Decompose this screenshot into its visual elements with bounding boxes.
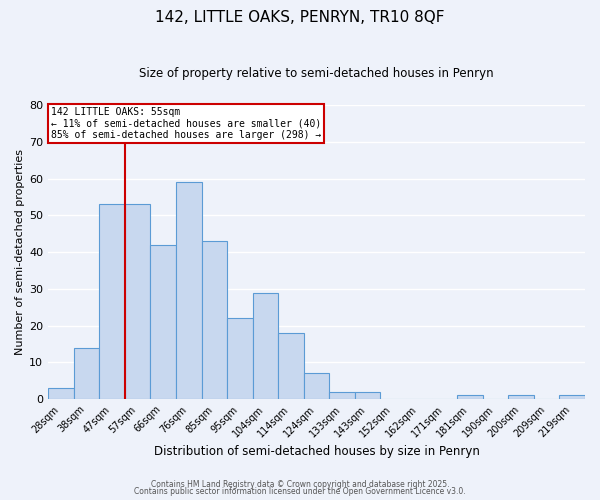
Bar: [227, 318, 253, 399]
Bar: [508, 396, 534, 399]
Text: Contains HM Land Registry data © Crown copyright and database right 2025.: Contains HM Land Registry data © Crown c…: [151, 480, 449, 489]
Bar: [457, 396, 483, 399]
Bar: [151, 245, 176, 399]
Bar: [329, 392, 355, 399]
Y-axis label: Number of semi-detached properties: Number of semi-detached properties: [15, 149, 25, 355]
Bar: [253, 292, 278, 399]
Bar: [304, 374, 329, 399]
Title: Size of property relative to semi-detached houses in Penryn: Size of property relative to semi-detach…: [139, 68, 494, 80]
Text: 142 LITTLE OAKS: 55sqm
← 11% of semi-detached houses are smaller (40)
85% of sem: 142 LITTLE OAKS: 55sqm ← 11% of semi-det…: [51, 107, 321, 140]
Text: Contains public sector information licensed under the Open Government Licence v3: Contains public sector information licen…: [134, 487, 466, 496]
X-axis label: Distribution of semi-detached houses by size in Penryn: Distribution of semi-detached houses by …: [154, 444, 479, 458]
Bar: [202, 241, 227, 399]
Bar: [74, 348, 99, 399]
Bar: [559, 396, 585, 399]
Bar: [176, 182, 202, 399]
Text: 142, LITTLE OAKS, PENRYN, TR10 8QF: 142, LITTLE OAKS, PENRYN, TR10 8QF: [155, 10, 445, 25]
Bar: [48, 388, 74, 399]
Bar: [99, 204, 125, 399]
Bar: [278, 333, 304, 399]
Bar: [125, 204, 151, 399]
Bar: [355, 392, 380, 399]
